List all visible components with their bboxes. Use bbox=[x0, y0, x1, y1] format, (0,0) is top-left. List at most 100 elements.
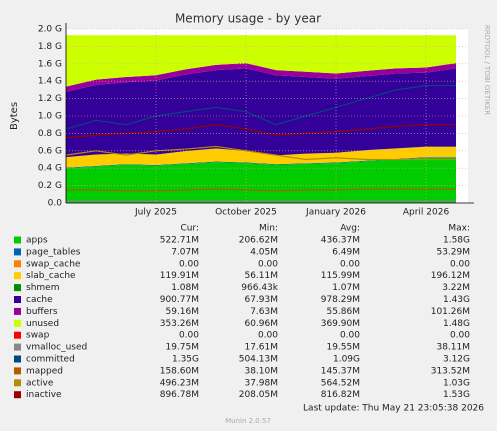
y-tick-label: 0.4 G bbox=[38, 164, 62, 174]
legend-stat: 145.37M bbox=[321, 366, 360, 376]
legend-stat: 55.86M bbox=[326, 307, 360, 317]
y-tick-label: 1.4 G bbox=[38, 77, 62, 87]
footer: Munin 2.0.57 bbox=[225, 417, 271, 425]
legend-stat: 0.00 bbox=[340, 331, 360, 341]
legend-stat: 496.23M bbox=[160, 378, 199, 388]
legend-name: buffers bbox=[26, 307, 58, 317]
legend-stat: 7.63M bbox=[250, 307, 278, 317]
legend-stat: 0.00 bbox=[450, 259, 470, 269]
legend-stat: 353.26M bbox=[160, 319, 199, 329]
legend-stat: 1.07M bbox=[332, 283, 360, 293]
legend-swatch bbox=[14, 260, 21, 268]
legend-name: slab_cache bbox=[26, 271, 76, 281]
legend-swatch bbox=[14, 296, 21, 303]
legend-swatch bbox=[14, 272, 21, 280]
legend-stat: 0.00 bbox=[340, 259, 360, 269]
area bbox=[66, 157, 456, 169]
legend-stat: 19.75M bbox=[165, 343, 199, 353]
y-tick-label: 0.6 G bbox=[38, 146, 62, 156]
legend-swatch bbox=[14, 319, 21, 327]
y-axis-label: Bytes bbox=[9, 102, 20, 130]
y-tick-label: 0.0 bbox=[48, 199, 63, 209]
legend-header: Avg: bbox=[340, 224, 360, 234]
legend-stat: 966.43k bbox=[241, 283, 278, 293]
legend-name: swap bbox=[26, 331, 50, 341]
area bbox=[66, 68, 456, 158]
legend-stat: 3.22M bbox=[442, 283, 470, 293]
x-tick-label: April 2026 bbox=[403, 208, 450, 218]
legend-stat: 900.77M bbox=[160, 295, 199, 305]
y-tick-label: 2.0 G bbox=[38, 25, 62, 35]
legend-name: shmem bbox=[26, 283, 59, 293]
y-tick-label: 0.2 G bbox=[38, 181, 62, 191]
line bbox=[65, 124, 456, 139]
legend-stat: 0.00 bbox=[450, 331, 470, 341]
legend-swatch bbox=[14, 391, 21, 399]
legend-name: mapped bbox=[26, 366, 63, 376]
legend-stat: 436.37M bbox=[321, 236, 360, 246]
legend-stat: 37.98M bbox=[244, 378, 278, 388]
legend-name: active bbox=[26, 378, 54, 388]
legend-stat: 564.52M bbox=[321, 378, 360, 388]
legend-stat: 1.48G bbox=[443, 319, 470, 329]
legend-name: cache bbox=[26, 295, 53, 305]
legend-stat: 369.90M bbox=[321, 319, 360, 329]
legend-header: Max: bbox=[448, 224, 470, 234]
legend-stat: 0.00 bbox=[179, 331, 199, 341]
legend-swatch bbox=[14, 248, 21, 256]
legend-stat: 313.52M bbox=[431, 366, 470, 376]
legend-name: committed bbox=[26, 355, 75, 365]
legend-stat: 17.61M bbox=[244, 343, 278, 353]
legend-stat: 60.96M bbox=[244, 319, 278, 329]
legend-stat: 522.71M bbox=[160, 236, 199, 246]
legend-stat: 53.29M bbox=[436, 247, 470, 257]
chart-title: Memory usage - by year bbox=[175, 12, 321, 26]
legend-stat: 896.78M bbox=[160, 390, 199, 400]
legend-stat: 19.55M bbox=[326, 343, 360, 353]
y-tick-label: 1.8 G bbox=[38, 42, 62, 52]
legend-stat: 101.26M bbox=[431, 307, 470, 317]
legend-stat: 504.13M bbox=[239, 355, 278, 365]
legend-swatch bbox=[14, 379, 21, 387]
legend-stat: 1.09G bbox=[333, 355, 360, 365]
legend-name: swap_cache bbox=[26, 259, 81, 269]
legend-stat: 7.07M bbox=[171, 247, 199, 257]
legend-name: unused bbox=[26, 319, 59, 329]
legend-stat: 56.11M bbox=[244, 271, 278, 281]
legend-name: inactive bbox=[26, 390, 62, 400]
legend-stat: 158.60M bbox=[160, 366, 199, 376]
area bbox=[66, 146, 456, 168]
legend-stat: 38.11M bbox=[436, 343, 470, 353]
legend-stat: 1.58G bbox=[443, 236, 470, 246]
legend-stat: 1.53G bbox=[443, 390, 470, 400]
legend-stat: 1.43G bbox=[443, 295, 470, 305]
legend-name: apps bbox=[26, 236, 48, 246]
legend-stat: 59.16M bbox=[165, 307, 199, 317]
last-update: Last update: Thu May 21 23:05:38 2026 bbox=[303, 404, 484, 414]
legend-stat: 978.29M bbox=[321, 295, 360, 305]
legend-stat: 0.00 bbox=[179, 259, 199, 269]
legend-swatch bbox=[14, 307, 21, 315]
legend-stat: 38.10M bbox=[244, 366, 278, 376]
legend-swatch bbox=[14, 331, 21, 339]
legend-stat: 119.91M bbox=[160, 271, 199, 281]
y-tick-label: 1.0 G bbox=[38, 112, 62, 122]
legend-swatch bbox=[14, 343, 21, 351]
legend-stat: 4.05M bbox=[250, 247, 278, 257]
legend-stat: 208.05M bbox=[239, 390, 278, 400]
legend-swatch bbox=[14, 236, 21, 244]
line bbox=[65, 145, 456, 161]
legend-name: page_tables bbox=[26, 247, 81, 257]
area bbox=[66, 35, 456, 87]
x-tick-label: July 2025 bbox=[134, 208, 177, 218]
x-tick-label: October 2025 bbox=[215, 208, 277, 218]
legend-stat: 206.62M bbox=[239, 236, 278, 246]
legend-header: Cur: bbox=[180, 224, 199, 234]
legend-stat: 6.49M bbox=[332, 247, 360, 257]
legend-stat: 1.03G bbox=[443, 378, 470, 388]
legend-stat: 3.12G bbox=[443, 355, 470, 365]
line bbox=[65, 84, 456, 130]
legend-header: Min: bbox=[259, 224, 278, 234]
